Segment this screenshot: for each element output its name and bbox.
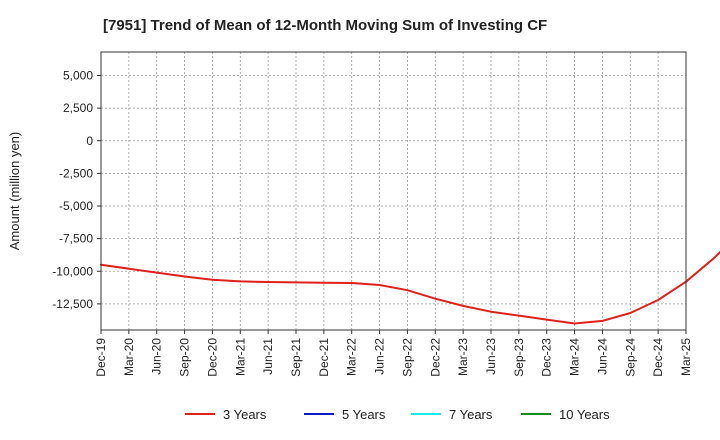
x-tick-label: Dec-19	[94, 338, 108, 377]
x-tick-label: Jun-24	[595, 338, 609, 375]
x-tick-label: Dec-23	[540, 338, 554, 377]
x-tick-label: Mar-23	[456, 338, 470, 376]
y-tick-labels: 5,000 2,500 0 -2,500 -5,000 -7,500 -10,000 -12,…	[52, 68, 101, 311]
x-tick-label: Jun-21	[261, 338, 275, 375]
plot-background	[101, 52, 686, 330]
legend-label: 5 Years	[342, 407, 386, 422]
series-layer	[100, 250, 720, 325]
y-tick-label: 2,500	[63, 101, 93, 115]
axes	[100, 51, 687, 331]
x-tick-label: Sep-20	[178, 338, 192, 377]
x-tick-label: Dec-21	[317, 338, 331, 377]
x-tick-label: Sep-21	[289, 338, 303, 377]
x-tick-label: Dec-22	[428, 338, 442, 377]
legend-label: 7 Years	[449, 407, 493, 422]
x-tick-label: Mar-22	[345, 338, 359, 376]
x-tick-label: Dec-20	[205, 338, 219, 377]
x-tick-labels: Dec-19 Mar-20 Jun-20 Sep-20 Dec-20 Mar-21 Jun-…	[94, 330, 693, 377]
y-tick-label: 5,000	[63, 68, 93, 82]
x-tick-label: Mar-25	[679, 338, 693, 376]
y-axis-label: Amount (million yen)	[7, 132, 22, 251]
series-line-3-years	[100, 250, 720, 325]
y-tick-label: 0	[86, 134, 93, 148]
y-tick-label: -10,000	[52, 264, 93, 278]
legend-label: 3 Years	[223, 407, 267, 422]
y-tick-label: -7,500	[59, 232, 93, 246]
legend-label: 10 Years	[559, 407, 610, 422]
y-tick-label: -5,000	[59, 199, 93, 213]
x-tick-label: Sep-23	[512, 338, 526, 377]
plot-frame	[100, 51, 687, 331]
legend: 3 Years 5 Years 7 Years 10 Years	[185, 407, 610, 422]
y-tick-label: -12,500	[52, 297, 93, 311]
x-tick-label: Dec-24	[651, 338, 665, 377]
x-tick-label: Mar-20	[122, 338, 136, 376]
x-tick-label: Jun-20	[150, 338, 164, 375]
x-tick-label: Sep-22	[400, 338, 414, 377]
grid-lines	[101, 52, 686, 330]
x-tick-label: Mar-24	[568, 338, 582, 376]
x-tick-label: Jun-22	[373, 338, 387, 375]
plot-area	[101, 52, 686, 330]
y-tick-label: -2,500	[59, 166, 93, 180]
x-tick-label: Sep-24	[623, 338, 637, 377]
x-tick-label: Mar-21	[233, 338, 247, 376]
x-tick-label: Jun-23	[484, 338, 498, 375]
chart-title: [7951] Trend of Mean of 12-Month Moving …	[103, 17, 547, 34]
